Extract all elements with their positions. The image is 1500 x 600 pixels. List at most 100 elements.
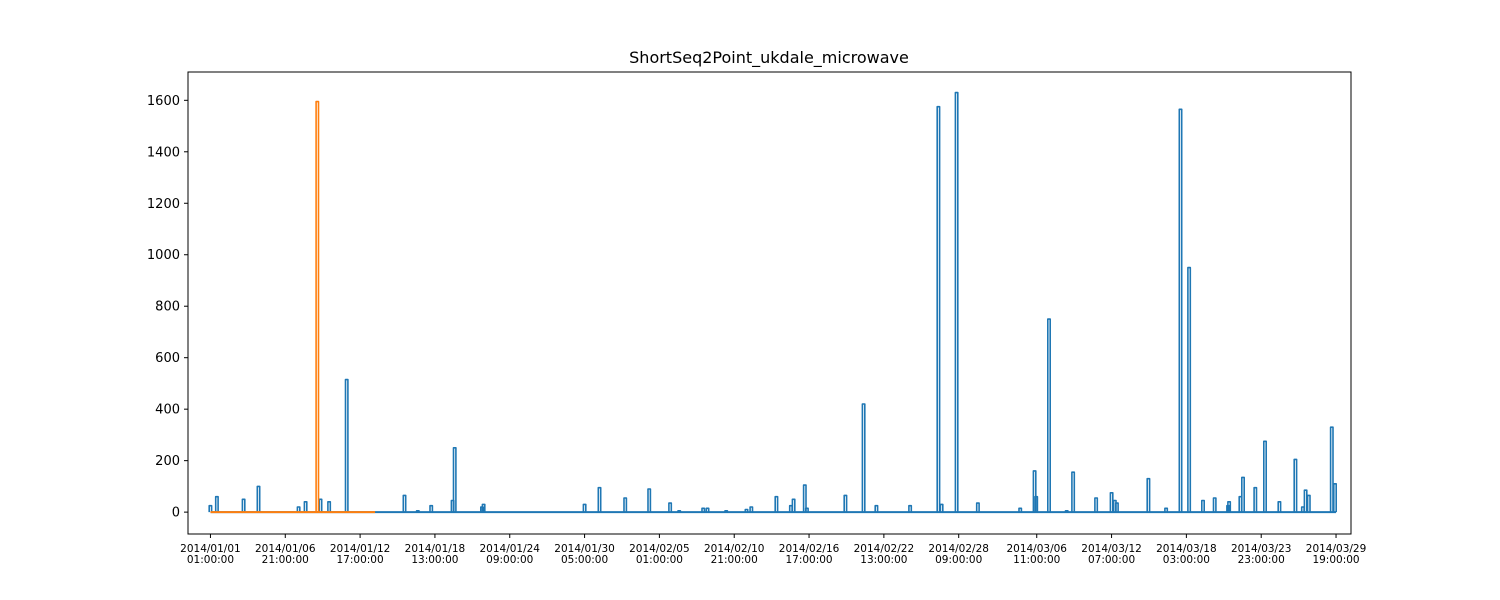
x-tick-label-time: 07:00:00 bbox=[1088, 554, 1135, 566]
series-0-spike-26 bbox=[749, 506, 754, 513]
x-tick-label-time: 01:00:00 bbox=[187, 554, 234, 566]
x-tick-label-time: 11:00:00 bbox=[1013, 554, 1060, 566]
x-tick-label-time: 21:00:00 bbox=[262, 554, 309, 566]
x-tick-label-time: 01:00:00 bbox=[636, 554, 683, 566]
series-0-spike-39 bbox=[975, 502, 980, 513]
series-0-spike-5 bbox=[303, 500, 308, 513]
x-tick-label-date: 2014/03/12 bbox=[1081, 543, 1142, 555]
series-0-spike-44 bbox=[1064, 509, 1069, 513]
series-0-spike-15 bbox=[481, 503, 486, 513]
x-tick-label-time: 17:00:00 bbox=[337, 554, 384, 566]
series-0-spike-2 bbox=[241, 498, 246, 513]
series-0-spike-3 bbox=[256, 485, 261, 513]
series-0-spike-34 bbox=[874, 504, 879, 513]
series-0-spike-29 bbox=[791, 498, 796, 513]
series-0-spike-11 bbox=[429, 504, 434, 513]
series-0-spike-36 bbox=[936, 105, 941, 513]
x-tick-label-time: 03:00:00 bbox=[1163, 554, 1210, 566]
series-0-spike-57 bbox=[1227, 500, 1232, 513]
series-0-spike-49 bbox=[1114, 502, 1119, 513]
x-tick-label-date: 2014/01/06 bbox=[255, 543, 316, 555]
series-0-spike-51 bbox=[1164, 507, 1169, 513]
series-0-spike-41 bbox=[1032, 470, 1037, 513]
x-tick-label-date: 2014/03/23 bbox=[1231, 543, 1292, 555]
x-tick-label-date: 2014/02/16 bbox=[779, 543, 840, 555]
x-tick-label-date: 2014/02/10 bbox=[704, 543, 765, 555]
series-0-spike-68 bbox=[1333, 482, 1337, 513]
series-0-spike-52 bbox=[1178, 108, 1183, 513]
series-0-spike-35 bbox=[908, 504, 913, 513]
y-tick-label: 1200 bbox=[147, 197, 180, 212]
x-tick-label-time: 13:00:00 bbox=[411, 554, 458, 566]
series-0-spike-0 bbox=[208, 504, 213, 513]
x-tick-label-date: 2014/01/12 bbox=[330, 543, 391, 555]
series-0-spike-42 bbox=[1034, 495, 1039, 513]
series-0-spike-7 bbox=[327, 500, 332, 513]
series-0-spike-22 bbox=[701, 507, 706, 513]
x-tick-label-date: 2014/01/18 bbox=[405, 543, 466, 555]
y-tick-label: 0 bbox=[172, 506, 180, 521]
series-0-spike-67 bbox=[1329, 426, 1334, 513]
x-tick-label-date: 2014/03/06 bbox=[1006, 543, 1067, 555]
y-tick-label: 600 bbox=[155, 351, 180, 366]
series-0-spike-32 bbox=[843, 494, 848, 513]
series-0-spike-59 bbox=[1241, 476, 1245, 513]
x-tick-label-time: 19:00:00 bbox=[1312, 554, 1359, 566]
series-0-spike-8 bbox=[344, 378, 349, 513]
y-axis: 0 200 400 600 800 1000 1200 1400 1600 bbox=[147, 94, 188, 521]
series-0-spike-63 bbox=[1293, 458, 1298, 513]
y-tick-label: 1600 bbox=[147, 94, 180, 109]
x-tick-label-time: 09:00:00 bbox=[486, 554, 533, 566]
series-0-spike-50 bbox=[1146, 477, 1151, 513]
series-0-spike-33 bbox=[861, 403, 866, 513]
series-0-spike-54 bbox=[1201, 499, 1205, 513]
x-tick-label-date: 2014/03/18 bbox=[1156, 543, 1217, 555]
series-0-spike-1 bbox=[214, 495, 219, 513]
x-tick-label-date: 2014/02/22 bbox=[854, 543, 915, 555]
y-tick-label: 1000 bbox=[147, 248, 180, 263]
series-0-spike-31 bbox=[804, 507, 809, 513]
series-1 bbox=[210, 100, 376, 514]
x-axis: 2014/01/0101:00:002014/01/0621:00:002014… bbox=[180, 534, 1366, 566]
series-0-spike-43 bbox=[1047, 318, 1051, 513]
series-0-spike-4 bbox=[296, 506, 301, 513]
series-0-spike-25 bbox=[744, 508, 749, 513]
series-0-spike-10 bbox=[415, 509, 420, 513]
x-tick-label-time: 17:00:00 bbox=[785, 554, 832, 566]
series-layer bbox=[208, 91, 1337, 514]
series-0-spike-40 bbox=[1018, 507, 1023, 513]
x-tick-label-time: 21:00:00 bbox=[711, 554, 758, 566]
series-0-spike-55 bbox=[1212, 497, 1217, 513]
series-0-spike-16 bbox=[582, 503, 587, 513]
series-0-spike-9 bbox=[402, 494, 407, 513]
plot-area-frame bbox=[187, 71, 1352, 535]
series-0-spike-23 bbox=[705, 507, 710, 513]
y-tick-label: 400 bbox=[155, 403, 180, 418]
chart-title: ShortSeq2Point_ukdale_microwave bbox=[629, 48, 909, 68]
x-tick-label-date: 2014/01/24 bbox=[479, 543, 540, 555]
series-0-spike-27 bbox=[774, 495, 779, 513]
y-tick-label: 200 bbox=[155, 454, 180, 469]
x-tick-label-date: 2014/02/05 bbox=[629, 543, 690, 555]
series-0-spike-18 bbox=[623, 497, 628, 513]
y-tick-label: 1400 bbox=[147, 145, 180, 160]
x-tick-label-date: 2014/01/01 bbox=[180, 543, 241, 555]
series-0-spike-21 bbox=[677, 509, 682, 513]
x-tick-label-date: 2014/02/28 bbox=[928, 543, 989, 555]
series-0-spike-19 bbox=[647, 488, 652, 513]
series-0-spike-45 bbox=[1071, 471, 1076, 513]
series-0-spike-30 bbox=[802, 484, 807, 513]
x-tick-label-time: 05:00:00 bbox=[561, 554, 608, 566]
series-0-spike-66 bbox=[1306, 494, 1311, 513]
series-0-spike-38 bbox=[954, 91, 959, 513]
series-0-spike-60 bbox=[1253, 486, 1258, 513]
x-tick-label-date: 2014/03/29 bbox=[1306, 543, 1367, 555]
y-tick-label: 800 bbox=[155, 300, 180, 315]
series-0-spike-46 bbox=[1094, 497, 1099, 513]
series-0 bbox=[208, 91, 1337, 514]
series-0-spike-13 bbox=[452, 446, 457, 513]
x-tick-label-time: 23:00:00 bbox=[1238, 554, 1285, 566]
series-0-spike-61 bbox=[1263, 440, 1267, 513]
